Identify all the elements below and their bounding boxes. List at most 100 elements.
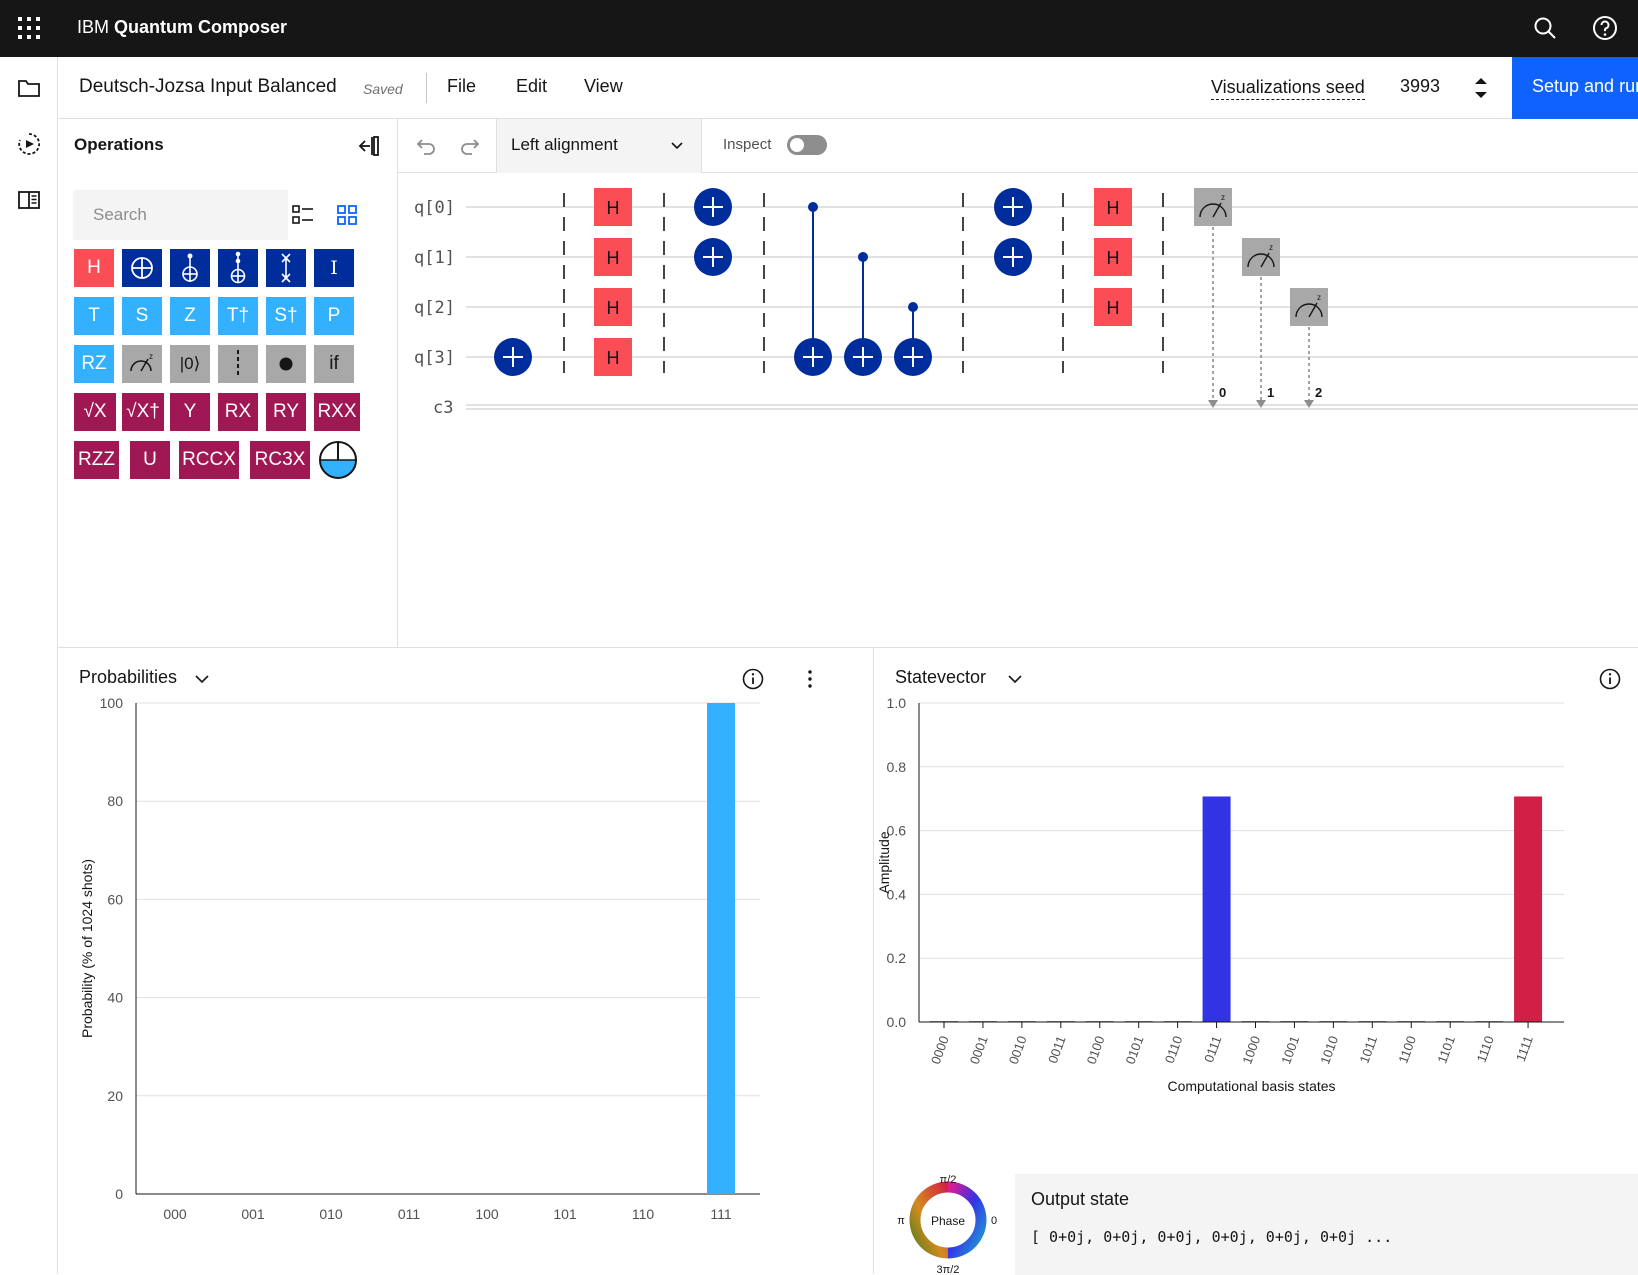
- search-icon[interactable]: [1532, 15, 1558, 41]
- alignment-dropdown[interactable]: Left alignment: [496, 119, 702, 173]
- h-gate-col6-q0[interactable]: H: [1094, 188, 1132, 226]
- list-view-icon[interactable]: [290, 202, 316, 228]
- h-gate-col6-q1[interactable]: H: [1094, 238, 1132, 276]
- output-state-value[interactable]: [ 0+0j, 0+0j, 0+0j, 0+0j, 0+0j, 0+0j ...: [1031, 1228, 1393, 1246]
- statevector-dropdown[interactable]: Statevector: [895, 667, 987, 687]
- gate-z[interactable]: Z: [170, 297, 210, 335]
- grid-view-icon[interactable]: [334, 202, 360, 228]
- measure-bit-2: 2: [1315, 385, 1322, 400]
- gate-control[interactable]: [266, 345, 306, 383]
- bar-111[interactable]: [707, 703, 735, 1194]
- h-gate-col1-q3[interactable]: H: [594, 338, 632, 376]
- app-switcher-icon[interactable]: [18, 17, 40, 39]
- measure-bit-0: 0: [1219, 385, 1226, 400]
- gate-tdg[interactable]: T†: [218, 297, 258, 335]
- gate-y[interactable]: Y: [170, 393, 210, 431]
- gate-label: H: [607, 348, 620, 368]
- statevector-chart: 0.0 0.2 0.4 0.6 0.8 1.0 0000 0001 0010 0011 0100 01…: [876, 695, 1564, 1094]
- x-gate-col5-q0[interactable]: [994, 188, 1032, 226]
- x-tick-label: 1000: [1239, 1034, 1263, 1066]
- gate-reset[interactable]: |0⟩: [170, 345, 210, 383]
- info-icon[interactable]: [741, 667, 765, 691]
- chevron-down-icon[interactable]: [193, 670, 211, 688]
- gate-rx[interactable]: RX: [218, 393, 258, 431]
- measure-q0[interactable]: z 0: [1194, 188, 1232, 408]
- probabilities-dropdown[interactable]: Probabilities: [79, 667, 178, 687]
- cnot-q2-q3[interactable]: [894, 302, 932, 376]
- measure-q1[interactable]: z 1: [1242, 238, 1280, 408]
- gate-rxx[interactable]: RXX: [314, 393, 360, 431]
- cnot-q1-q3[interactable]: [844, 252, 882, 376]
- overflow-menu-icon[interactable]: [798, 667, 822, 691]
- qubit-label-1[interactable]: q[1]: [414, 248, 455, 268]
- collapse-panel-icon[interactable]: [356, 134, 380, 158]
- inspect-toggle[interactable]: [787, 135, 827, 155]
- save-status: Saved: [363, 81, 403, 97]
- seed-value[interactable]: 3993: [1400, 76, 1441, 96]
- redo-icon[interactable]: [458, 133, 484, 159]
- menu-file[interactable]: File: [447, 76, 477, 96]
- qsphere-gate-icon[interactable]: [318, 440, 358, 480]
- folder-icon[interactable]: [16, 75, 42, 101]
- h-gate-col1-q0[interactable]: H: [594, 188, 632, 226]
- classical-label[interactable]: c3: [433, 398, 453, 418]
- gate-sxdg[interactable]: √X†: [122, 393, 164, 431]
- gate-s[interactable]: S: [122, 297, 162, 335]
- gate-rc3x[interactable]: RC3X: [250, 441, 310, 479]
- seed-stepper-icon[interactable]: [1471, 73, 1491, 103]
- undo-icon[interactable]: [412, 133, 438, 159]
- circuit-canvas[interactable]: q[0] q[1] q[2] q[3] c3 H H H H H: [398, 173, 1638, 647]
- qubit-label-0[interactable]: q[0]: [414, 198, 455, 218]
- operations-title: Operations: [74, 135, 164, 154]
- gate-sdg[interactable]: S†: [266, 297, 306, 335]
- gate-label: H: [1107, 298, 1120, 318]
- gate-barrier[interactable]: [218, 345, 258, 383]
- menu-view[interactable]: View: [584, 76, 623, 96]
- qubit-label-3[interactable]: q[3]: [414, 348, 455, 368]
- gate-identity[interactable]: I: [314, 249, 354, 287]
- x-tick-label: 010: [319, 1206, 343, 1222]
- gate-h[interactable]: H: [74, 249, 114, 287]
- jobs-history-icon[interactable]: [16, 131, 42, 157]
- h-gate-col6-q2[interactable]: H: [1094, 288, 1132, 326]
- docs-panel-icon[interactable]: [16, 187, 42, 213]
- chevron-down-icon[interactable]: [1006, 670, 1024, 688]
- gate-sx[interactable]: √X: [74, 393, 116, 431]
- probabilities-chart: 0 20 40 60 80 100 000 001 010 011 100 101 110 111 Prob…: [79, 695, 760, 1222]
- gate-c3x[interactable]: [218, 249, 258, 287]
- gate-measure[interactable]: z: [122, 345, 162, 383]
- gate-toffoli[interactable]: [170, 249, 210, 287]
- x-tick-label: 111: [710, 1206, 731, 1222]
- cnot-q0-q3[interactable]: [794, 202, 832, 376]
- operations-search-input[interactable]: [73, 190, 288, 240]
- gate-if[interactable]: if: [314, 345, 354, 383]
- x-gate-q3[interactable]: [494, 338, 532, 376]
- bar-0111[interactable]: [1202, 796, 1231, 1022]
- x-gate-col5-q1[interactable]: [994, 238, 1032, 276]
- h-gate-col1-q1[interactable]: H: [594, 238, 632, 276]
- x-gate-col2-q1[interactable]: [694, 238, 732, 276]
- info-icon[interactable]: [1598, 667, 1622, 691]
- setup-and-run-button[interactable]: Setup and run: [1512, 57, 1638, 119]
- gate-ry[interactable]: RY: [266, 393, 306, 431]
- menu-edit[interactable]: Edit: [516, 76, 548, 96]
- visualizations-seed-label[interactable]: Visualizations seed: [1211, 77, 1365, 100]
- gate-rz[interactable]: RZ: [74, 345, 114, 383]
- bar-1111[interactable]: [1514, 796, 1543, 1022]
- gate-rzz[interactable]: RZZ: [74, 441, 119, 479]
- y-tick-label: 0.8: [887, 759, 907, 775]
- gate-swap[interactable]: [266, 249, 306, 287]
- gate-u[interactable]: U: [130, 441, 170, 479]
- qubit-label-2[interactable]: q[2]: [414, 298, 455, 318]
- gate-rccx[interactable]: RCCX: [179, 441, 239, 479]
- x-tick-label: 1010: [1317, 1034, 1341, 1066]
- help-icon[interactable]: [1592, 15, 1618, 41]
- measure-q2[interactable]: z 2: [1290, 288, 1328, 408]
- gate-t[interactable]: T: [74, 297, 114, 335]
- x-gate-col2-q0[interactable]: [694, 188, 732, 226]
- x-tick-label: 011: [398, 1206, 421, 1222]
- gate-p[interactable]: P: [314, 297, 354, 335]
- h-gate-col1-q2[interactable]: H: [594, 288, 632, 326]
- gate-cnot[interactable]: [122, 249, 162, 287]
- circuit-title[interactable]: Deutsch-Jozsa Input Balanced: [79, 76, 337, 97]
